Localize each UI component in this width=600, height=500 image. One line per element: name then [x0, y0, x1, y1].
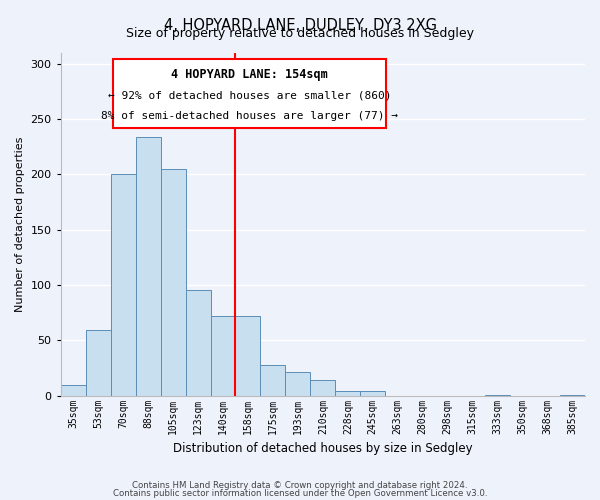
X-axis label: Distribution of detached houses by size in Sedgley: Distribution of detached houses by size … [173, 442, 473, 455]
Bar [61, 384, 86, 396]
Text: 4, HOPYARD LANE, DUDLEY, DY3 2XG: 4, HOPYARD LANE, DUDLEY, DY3 2XG [163, 18, 437, 32]
Bar [211, 316, 235, 396]
Bar [161, 168, 185, 396]
Text: Size of property relative to detached houses in Sedgley: Size of property relative to detached ho… [126, 28, 474, 40]
Bar [185, 290, 211, 396]
Text: ← 92% of detached houses are smaller (860): ← 92% of detached houses are smaller (86… [108, 90, 391, 100]
Y-axis label: Number of detached properties: Number of detached properties [15, 136, 25, 312]
Text: 4 HOPYARD LANE: 154sqm: 4 HOPYARD LANE: 154sqm [171, 68, 328, 81]
Text: 8% of semi-detached houses are larger (77) →: 8% of semi-detached houses are larger (7… [101, 110, 398, 120]
Bar [110, 174, 136, 396]
Bar [260, 364, 286, 396]
Bar [485, 394, 510, 396]
Bar [560, 394, 585, 396]
FancyBboxPatch shape [113, 60, 386, 128]
Bar [310, 380, 335, 396]
Bar [136, 136, 161, 396]
Bar [335, 391, 361, 396]
Bar [86, 330, 110, 396]
Text: Contains HM Land Registry data © Crown copyright and database right 2024.: Contains HM Land Registry data © Crown c… [132, 480, 468, 490]
Text: Contains public sector information licensed under the Open Government Licence v3: Contains public sector information licen… [113, 489, 487, 498]
Bar [286, 372, 310, 396]
Bar [235, 316, 260, 396]
Bar [361, 391, 385, 396]
